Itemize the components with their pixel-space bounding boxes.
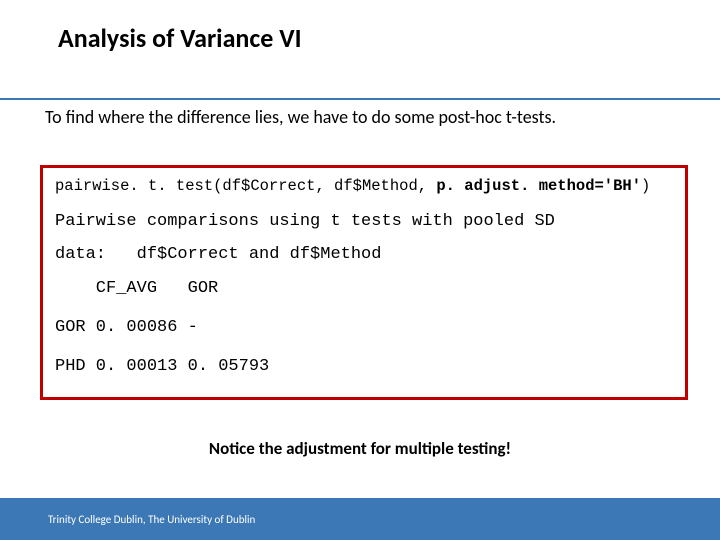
code-command: pairwise. t. test(df$Correct, df$Method,…: [55, 178, 673, 196]
intro-text: To find where the difference lies, we ha…: [0, 54, 720, 128]
title-divider: [0, 98, 720, 100]
slide-title: Analysis of Variance VI: [0, 0, 720, 54]
code-line-1: Pairwise comparisons using t tests with …: [55, 212, 673, 232]
notice-text: Notice the adjustment for multiple testi…: [0, 438, 720, 459]
code-row-1: GOR 0. 00086 -: [55, 318, 198, 337]
cmd-prefix: pairwise. t. test(df$Correct, df$Method,: [55, 177, 436, 195]
code-box: pairwise. t. test(df$Correct, df$Method,…: [40, 165, 688, 400]
code-table: CF_AVG GOR GOR 0. 00086 - PHD 0. 00013 0…: [55, 279, 673, 377]
cmd-bold: p. adjust. method='BH': [436, 177, 641, 195]
footer-text: Trinity College Dublin, The University o…: [48, 513, 255, 526]
code-header: CF_AVG GOR: [55, 279, 218, 298]
footer-bar: Trinity College Dublin, The University o…: [0, 498, 720, 540]
cmd-suffix: ): [641, 177, 650, 195]
code-line-2: data: df$Correct and df$Method: [55, 245, 673, 265]
code-row-2: PHD 0. 00013 0. 05793: [55, 357, 269, 376]
slide: Analysis of Variance VI To find where th…: [0, 0, 720, 540]
